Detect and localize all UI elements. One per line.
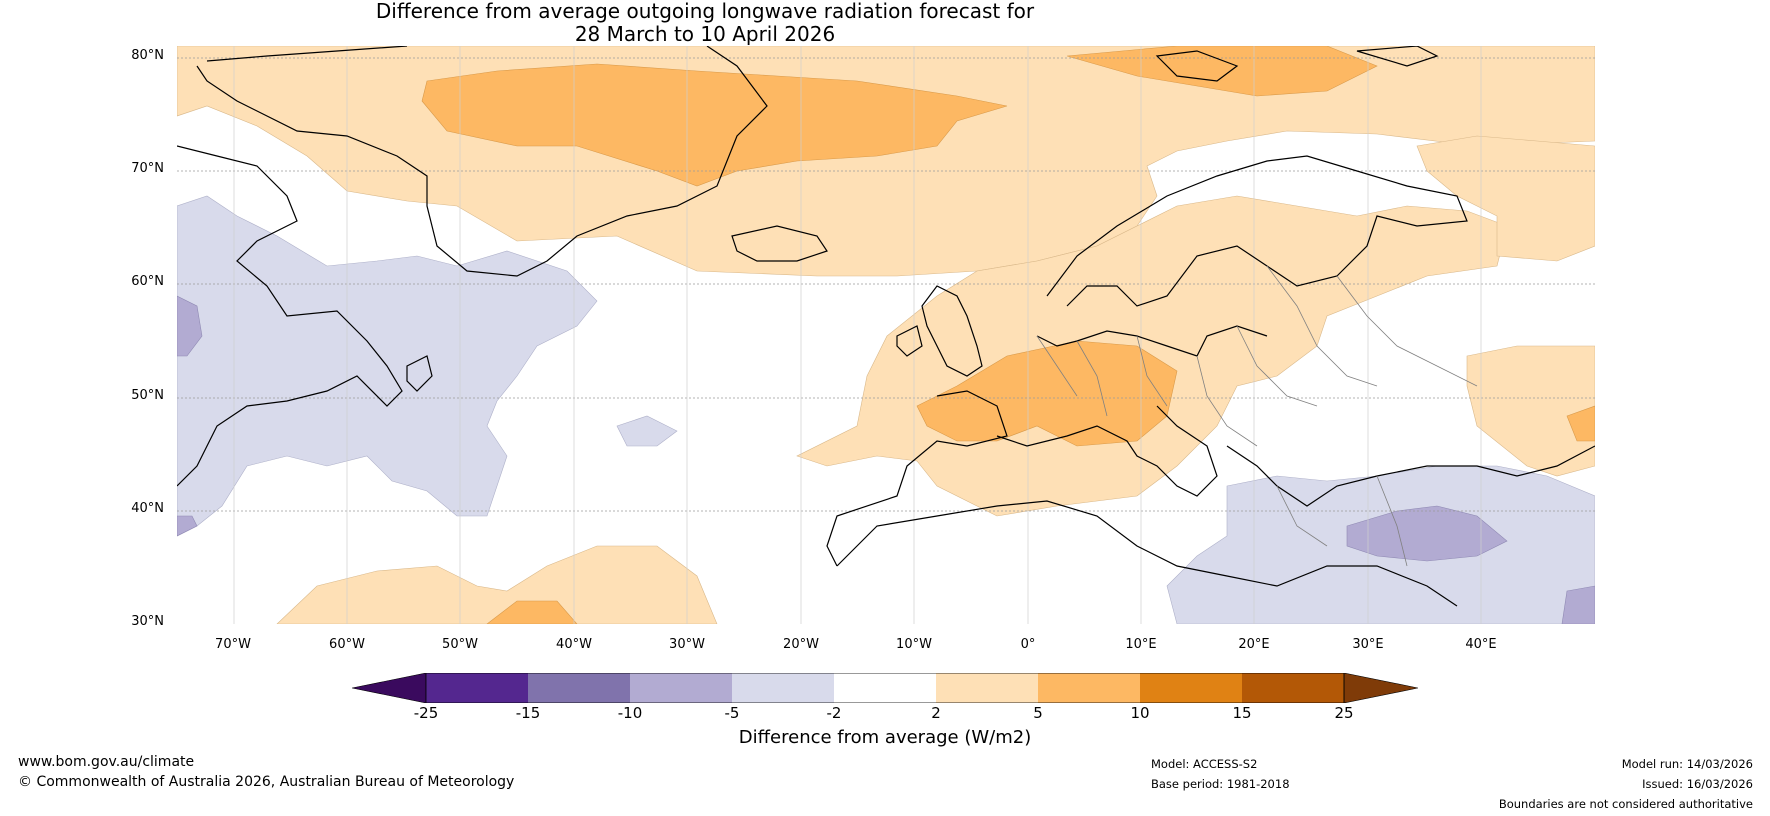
lon-label-30e: 30°E <box>1352 637 1384 652</box>
footer-model: Model: ACCESS-S2 <box>1151 757 1258 771</box>
colorbar-bin-15-25 <box>1242 673 1344 703</box>
lon-label-20e: 20°E <box>1238 637 1270 652</box>
greenland-coast <box>196 46 768 277</box>
country-borders <box>1036 265 1478 567</box>
anomaly-medium-purple <box>177 295 1595 624</box>
colorbar <box>352 673 1418 703</box>
footer-disclaimer: Boundaries are not considered authoritat… <box>1498 797 1753 811</box>
footer-model-run: Model run: 14/03/2026 <box>1621 757 1753 771</box>
colorbar-arrow-low <box>352 673 427 703</box>
map-svg <box>177 46 1595 624</box>
cb-tick-5: 5 <box>1033 704 1043 722</box>
europe-coast <box>826 325 1595 567</box>
lon-label-0: 0° <box>1020 637 1036 652</box>
map-meridians <box>233 46 1482 624</box>
lon-label-20w: 20°W <box>783 637 819 652</box>
lon-label-10w: 10°W <box>896 637 932 652</box>
cb-tick-neg15: -15 <box>515 704 541 722</box>
cb-tick-10: 10 <box>1130 704 1150 722</box>
coastlines <box>177 46 1595 607</box>
colorbar-label: Difference from average (W/m2) <box>738 727 1032 748</box>
map-area <box>176 45 1596 625</box>
chart-title: Difference from average outgoing longwav… <box>0 0 1410 46</box>
footer-issued: Issued: 16/03/2026 <box>1642 777 1753 791</box>
colorbar-bin-neg10-neg5 <box>630 673 732 703</box>
scandinavia-coast <box>1046 155 1468 307</box>
lat-label-30n: 30°N <box>131 614 164 629</box>
lat-label-70n: 70°N <box>131 161 164 176</box>
colorbar-bin-5-10 <box>1038 673 1140 703</box>
iceland <box>731 225 828 262</box>
lon-label-60w: 60°W <box>329 637 365 652</box>
cb-tick-15: 15 <box>1232 704 1252 722</box>
lon-label-40w: 40°W <box>556 637 592 652</box>
colorbar-bin-neg2-2 <box>834 673 936 703</box>
north-america-coast <box>177 145 403 487</box>
colorbar-bin-neg15-neg10 <box>528 673 630 703</box>
footer-website[interactable]: www.bom.gov.au/climate <box>18 754 195 770</box>
title-line-2: 28 March to 10 April 2026 <box>574 22 836 46</box>
cb-tick-neg10: -10 <box>617 704 643 722</box>
north-africa-coast <box>836 500 1458 607</box>
lon-label-30w: 30°W <box>669 637 705 652</box>
colorbar-bin-10-15 <box>1140 673 1242 703</box>
colorbar-outline <box>425 673 1345 703</box>
lat-label-50n: 50°N <box>131 388 164 403</box>
lon-label-40e: 40°E <box>1465 637 1497 652</box>
colorbar-bin-neg25-neg15 <box>426 673 528 703</box>
cb-tick-25: 25 <box>1334 704 1354 722</box>
colorbar-bin-2-5 <box>936 673 1038 703</box>
cb-tick-neg25: -25 <box>413 704 439 722</box>
lat-label-40n: 40°N <box>131 501 164 516</box>
lat-label-60n: 60°N <box>131 274 164 289</box>
lon-label-50w: 50°W <box>442 637 478 652</box>
cb-tick-2: 2 <box>931 704 941 722</box>
colorbar-bin-neg5-neg2 <box>732 673 834 703</box>
lon-label-10e: 10°E <box>1125 637 1157 652</box>
colorbar-arrow-high <box>1343 673 1418 703</box>
lat-label-80n: 80°N <box>131 48 164 63</box>
cb-tick-neg5: -5 <box>724 704 740 722</box>
cb-tick-neg2: -2 <box>826 704 842 722</box>
newfoundland <box>406 355 433 392</box>
anomaly-medium-orange <box>421 46 1595 624</box>
british-isles <box>896 285 983 377</box>
footer-base-period: Base period: 1981-2018 <box>1151 777 1290 791</box>
title-line-1: Difference from average outgoing longwav… <box>375 0 1035 23</box>
lon-label-70w: 70°W <box>215 637 251 652</box>
svalbard <box>1155 46 1439 82</box>
footer-copyright: © Commonwealth of Australia 2026, Austra… <box>18 774 515 790</box>
